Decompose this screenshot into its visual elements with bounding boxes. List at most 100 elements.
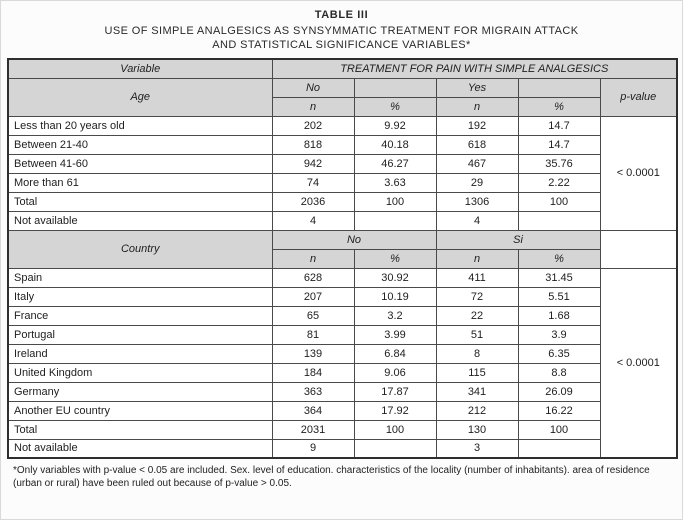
no-n-value: 4 <box>271 210 355 231</box>
row-label: Italy <box>7 286 273 307</box>
no-n-value: 942 <box>271 153 355 174</box>
no-pct-value: 3.63 <box>353 172 437 193</box>
no-n-value: 65 <box>271 305 355 326</box>
yes-pct-value: 16.22 <box>517 400 601 421</box>
table-footnote: *Only variables with p-value < 0.05 are … <box>13 465 650 489</box>
no-pct-value: 40.18 <box>353 134 437 155</box>
no-n-value: 2031 <box>271 419 355 440</box>
table-title-line2: AND STATISTICAL SIGNIFICANCE VARIABLES* <box>212 39 471 51</box>
yes-n-value: 22 <box>435 305 519 326</box>
no-pct-value: 17.92 <box>353 400 437 421</box>
no-n-value: 202 <box>271 115 355 136</box>
row-label: United Kingdom <box>7 362 273 383</box>
country-row-portugal: Portugal 81 3.99 51 3.9 <box>7 324 677 345</box>
country-header-pvalue-blank <box>599 229 678 269</box>
yes-n-value: 467 <box>435 153 519 174</box>
row-label: More than 61 <box>7 172 273 193</box>
age-yes-pct-header: % <box>517 96 601 117</box>
yes-n-value: 1306 <box>435 191 519 212</box>
yes-n-value: 29 <box>435 172 519 193</box>
yes-pct-value: 3.9 <box>517 324 601 345</box>
age-row-41-60: Between 41-60 942 46.27 467 35.76 <box>7 153 677 174</box>
country-si-n-header: n <box>435 248 519 269</box>
yes-n-value: 3 <box>435 438 519 459</box>
no-n-value: 364 <box>271 400 355 421</box>
age-header-row: Age No Yes p-value <box>7 77 678 117</box>
yes-pct-value: 14.7 <box>517 115 601 136</box>
yes-n-value: 4 <box>435 210 519 231</box>
age-yes-header: Yes <box>435 77 519 98</box>
yes-n-value: 8 <box>435 343 519 364</box>
row-label: Between 41-60 <box>7 153 273 174</box>
age-p-value: < 0.0001 <box>599 115 678 231</box>
age-no-pct-header: % <box>353 96 437 117</box>
p-value-header: p-value <box>599 77 678 117</box>
yes-pct-value <box>517 210 601 231</box>
age-yes-spacer-cell <box>517 77 601 98</box>
yes-n-value: 212 <box>435 400 519 421</box>
no-n-value: 818 <box>271 134 355 155</box>
country-subheader-row: n % n % <box>8 248 677 269</box>
table-number: TABLE III <box>314 9 369 21</box>
analgesics-table: Variable TREATMENT FOR PAIN WITH SIMPLE … <box>7 58 678 459</box>
yes-pct-value: 2.22 <box>517 172 601 193</box>
treatment-header: TREATMENT FOR PAIN WITH SIMPLE ANALGESIC… <box>271 58 678 79</box>
yes-pct-value <box>517 438 601 459</box>
no-n-value: 139 <box>271 343 355 364</box>
age-row-21-40: Between 21-40 818 40.18 618 14.7 <box>7 134 677 155</box>
no-pct-value: 3.99 <box>353 324 437 345</box>
row-label: Less than 20 years old <box>7 115 273 136</box>
row-label: France <box>7 305 273 326</box>
row-label: Another EU country <box>7 400 273 421</box>
age-row-not-available: Not available 4 4 <box>7 210 677 231</box>
row-label: Not available <box>7 438 273 459</box>
country-si-pct-header: % <box>517 248 601 269</box>
variable-header: Variable <box>7 58 273 79</box>
no-n-value: 207 <box>271 286 355 307</box>
no-pct-value: 17.87 <box>353 381 437 402</box>
yes-pct-value: 8.8 <box>517 362 601 383</box>
row-label: Total <box>7 191 273 212</box>
row-label: Spain <box>7 267 273 288</box>
yes-n-value: 130 <box>435 419 519 440</box>
row-label: Not available <box>7 210 273 231</box>
yes-pct-value: 5.51 <box>517 286 601 307</box>
no-n-value: 9 <box>271 438 355 459</box>
no-n-value: 2036 <box>271 191 355 212</box>
no-pct-value: 30.92 <box>353 267 437 288</box>
country-p-value: < 0.0001 <box>599 267 678 459</box>
country-row-germany: Germany 363 17.87 341 26.09 <box>7 381 677 402</box>
table-title-line1: USE OF SIMPLE ANALGESICS AS SYNSYMMATIC … <box>104 25 579 37</box>
age-row-total: Total 2036 100 1306 100 <box>7 191 677 212</box>
yes-pct-value: 31.45 <box>517 267 601 288</box>
yes-pct-value: 100 <box>517 419 601 440</box>
country-group-header: Country <box>7 229 273 269</box>
yes-pct-value: 35.76 <box>517 153 601 174</box>
age-row-less-than-20: Less than 20 years old 202 9.92 192 14.7… <box>7 115 678 231</box>
age-no-spacer-cell <box>353 77 437 98</box>
row-label: Total <box>7 419 273 440</box>
country-row-not-available: Not available 9 3 <box>7 438 677 459</box>
yes-n-value: 72 <box>435 286 519 307</box>
row-label: Ireland <box>7 343 273 364</box>
header-row-main: Variable TREATMENT FOR PAIN WITH SIMPLE … <box>7 58 678 79</box>
yes-pct-value: 26.09 <box>517 381 601 402</box>
row-label: Germany <box>7 381 273 402</box>
no-pct-value: 100 <box>353 191 437 212</box>
country-row-united-kingdom: United Kingdom 184 9.06 115 8.8 <box>7 362 677 383</box>
yes-pct-value: 1.68 <box>517 305 601 326</box>
country-row-another-eu: Another EU country 364 17.92 212 16.22 <box>7 400 677 421</box>
country-row-france: France 65 3.2 22 1.68 <box>7 305 677 326</box>
age-row-more-than-61: More than 61 74 3.63 29 2.22 <box>7 172 677 193</box>
yes-pct-value: 14.7 <box>517 134 601 155</box>
yes-n-value: 411 <box>435 267 519 288</box>
row-label: Between 21-40 <box>7 134 273 155</box>
yes-n-value: 115 <box>435 362 519 383</box>
no-n-value: 628 <box>271 267 355 288</box>
no-n-value: 74 <box>271 172 355 193</box>
age-no-n-header: n <box>271 96 355 117</box>
no-n-value: 81 <box>271 324 355 345</box>
age-no-header: No <box>271 77 355 98</box>
no-pct-value: 46.27 <box>353 153 437 174</box>
